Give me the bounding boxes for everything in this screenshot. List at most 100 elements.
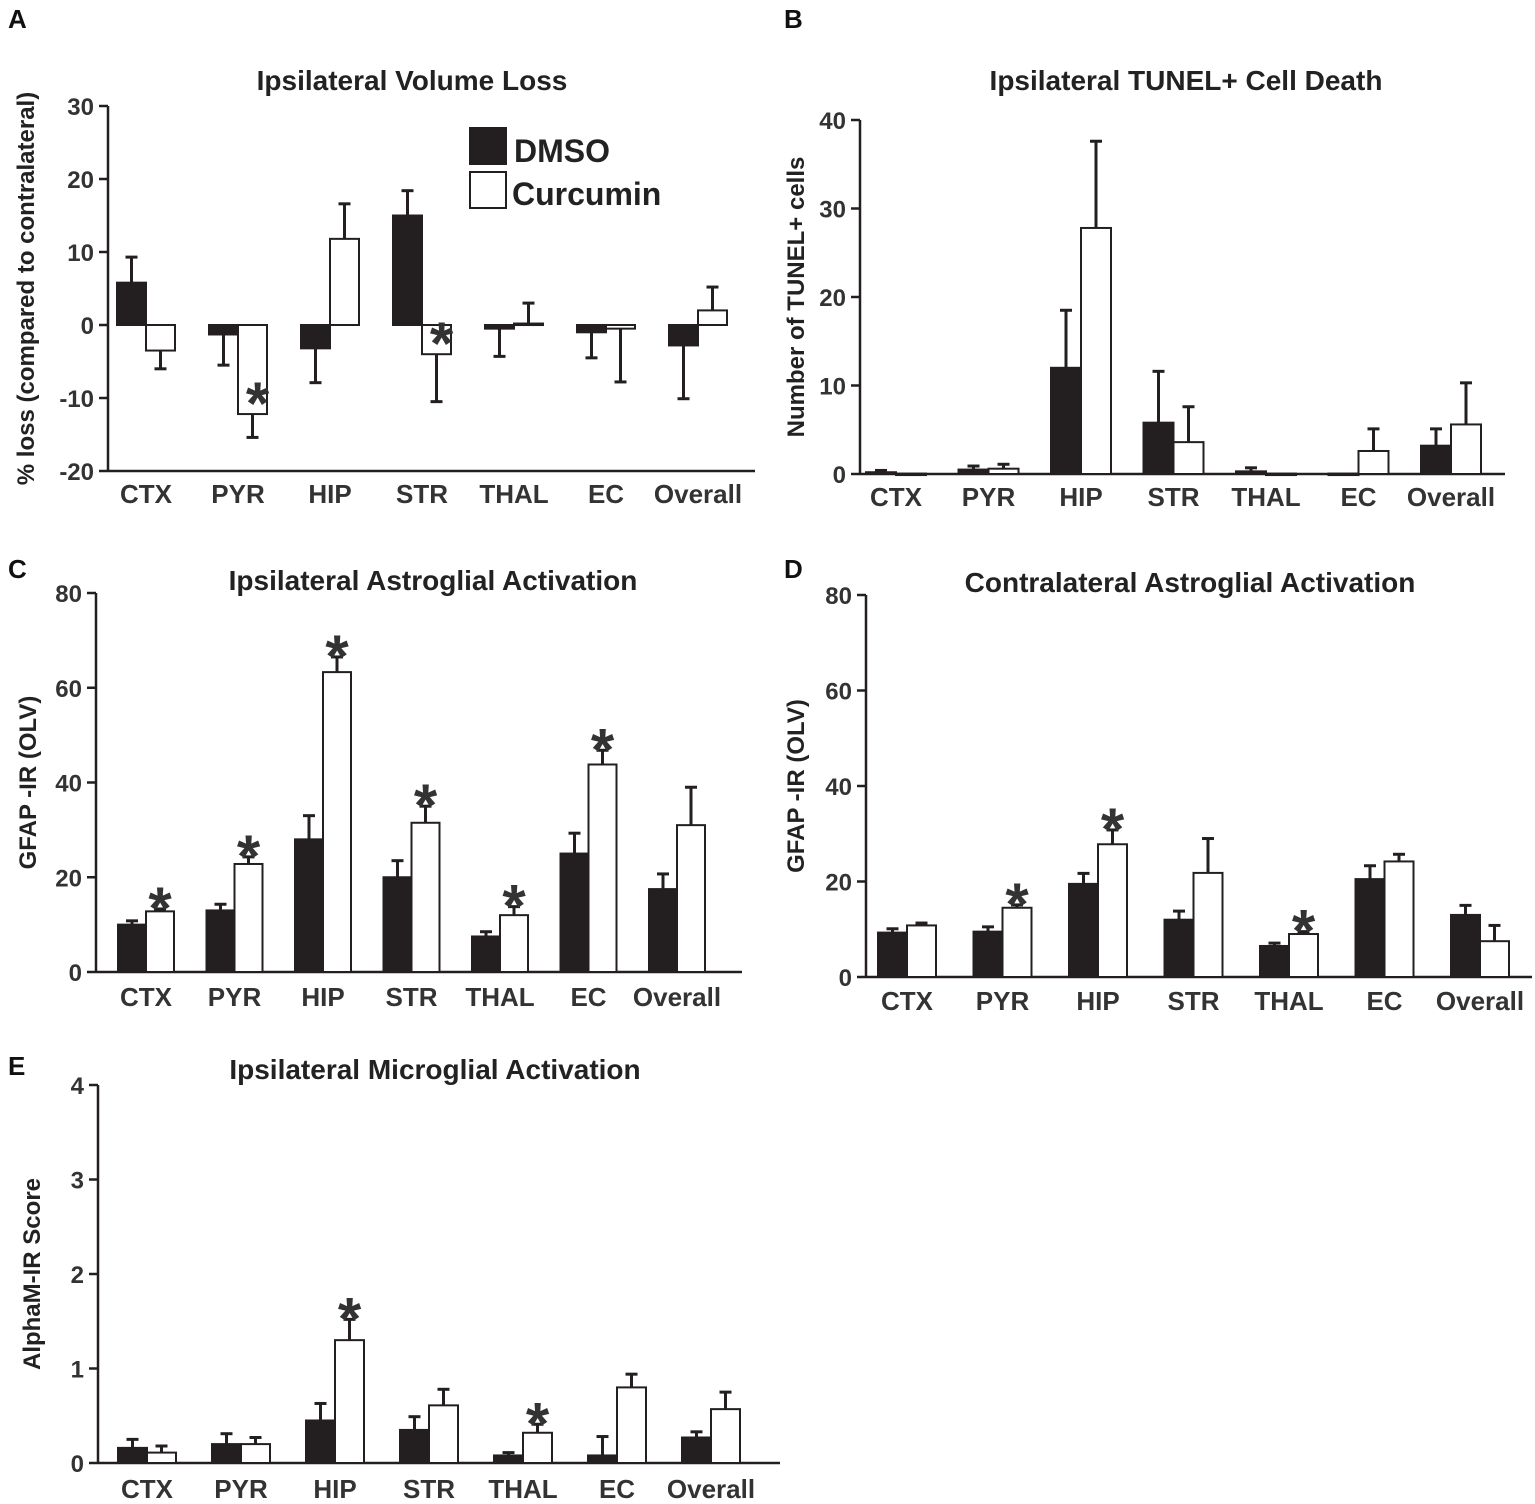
panel-d: D Contralateral Astroglial Activation GFAP… (783, 554, 1532, 1016)
category-label: PYR (211, 479, 265, 509)
dmso-bar (1354, 878, 1386, 978)
dmso-bar (493, 1454, 524, 1464)
y-tick-label: 0 (833, 462, 846, 489)
category-label: EC (599, 1474, 635, 1504)
category-label: STR (1148, 482, 1200, 512)
dmso-bar (1068, 882, 1099, 979)
curcumin-bar (710, 1408, 741, 1465)
significance-star: * (591, 716, 615, 783)
category-label: STR (1168, 986, 1220, 1016)
dmso-bar (294, 838, 324, 973)
category-label: THAL (465, 982, 534, 1012)
y-tick-label: 1 (71, 1357, 84, 1384)
category-label: Overall (654, 479, 742, 509)
y-tick-label: 2 (71, 1262, 84, 1289)
significance-star: * (325, 623, 349, 690)
dmso-bar (1450, 913, 1481, 978)
curcumin-bar (587, 763, 618, 973)
legend-dmso-label: DMSO (514, 133, 610, 169)
dmso-bar (205, 909, 236, 973)
category-label: PYR (962, 482, 1016, 512)
significance-star: * (526, 1390, 550, 1457)
dmso-bar (1420, 444, 1452, 475)
dmso-bar (1163, 918, 1195, 979)
dmso-bar (117, 923, 147, 973)
y-axis-label: GFAP -IR (OLV) (783, 699, 810, 873)
panel-letter: B (784, 4, 803, 34)
y-tick-label: 60 (825, 679, 852, 706)
y-tick-label: 80 (825, 583, 852, 610)
curcumin-bar (1265, 472, 1297, 477)
significance-star: * (148, 875, 172, 942)
category-label: EC (1340, 482, 1376, 512)
category-label: Overall (1407, 482, 1495, 512)
significance-star: * (246, 370, 270, 437)
y-tick-label: 30 (67, 94, 94, 121)
dmso-bar (117, 1446, 148, 1465)
curcumin-bar (676, 824, 706, 974)
curcumin-bar (1288, 933, 1319, 979)
curcumin-bar (145, 324, 176, 352)
dmso-bar (1259, 944, 1290, 979)
y-tick-label: 20 (67, 167, 94, 194)
legend-dmso-swatch (469, 127, 507, 165)
category-label: HIP (1076, 986, 1119, 1016)
curcumin-bar (1097, 843, 1128, 978)
category-label: CTX (121, 1474, 174, 1504)
curcumin-bar (499, 914, 529, 974)
y-tick-label: 80 (55, 581, 82, 608)
y-tick-label: 0 (839, 965, 852, 992)
category-label: CTX (881, 986, 934, 1016)
category-label: HIP (301, 982, 344, 1012)
dmso-bar (576, 324, 607, 334)
dmso-bar (208, 324, 239, 336)
curcumin-bar (1479, 940, 1510, 978)
y-tick-label: 20 (825, 870, 852, 897)
panel-b: B Ipsilateral TUNEL+ Cell Death Number of … (783, 4, 1505, 512)
curcumin-bar (329, 237, 360, 326)
panel-letter: D (784, 554, 803, 584)
dmso-bar (681, 1436, 712, 1464)
curcumin-bar (616, 1386, 647, 1465)
category-label: EC (570, 982, 606, 1012)
category-label: CTX (120, 982, 173, 1012)
chart-title: Ipsilateral Astroglial Activation (229, 565, 638, 596)
dmso-bar (116, 281, 147, 327)
y-axis-label: AlphaM-IR Score (19, 1178, 46, 1370)
significance-star: * (414, 772, 438, 839)
curcumin-bar (145, 910, 175, 973)
significance-star: * (1101, 796, 1125, 863)
curcumin-bar (146, 1451, 177, 1464)
curcumin-bar (428, 1404, 459, 1464)
dmso-bar (484, 324, 515, 330)
legend-curcumin-swatch (469, 171, 507, 209)
dmso-bar (305, 1419, 336, 1464)
category-label: PYR (208, 982, 262, 1012)
y-tick-label: 10 (67, 240, 94, 267)
curcumin-bar (410, 821, 441, 973)
dmso-bar (382, 876, 413, 973)
category-label: STR (403, 1474, 455, 1504)
y-axis-label: % loss (compared to contralateral) (13, 92, 40, 485)
category-label: HIP (313, 1474, 356, 1504)
category-label: PYR (976, 986, 1030, 1016)
dmso-bar (392, 214, 423, 326)
category-label: Overall (1436, 986, 1524, 1016)
curcumin-bar (522, 1431, 553, 1465)
y-tick-label: 10 (819, 374, 846, 401)
panel-letter: E (8, 1051, 25, 1081)
y-tick-label: 0 (69, 960, 82, 987)
panel-e: E Ipsilateral Microglial Activation AlphaM… (8, 1051, 780, 1504)
category-label: PYR (214, 1474, 268, 1504)
chart-title: Ipsilateral TUNEL+ Cell Death (990, 65, 1383, 96)
category-label: THAL (488, 1474, 557, 1504)
y-tick-label: 4 (71, 1073, 85, 1100)
category-label: CTX (870, 482, 923, 512)
category-label: EC (1366, 986, 1402, 1016)
dmso-bar (972, 930, 1004, 979)
y-tick-label: -20 (59, 459, 94, 486)
y-tick-label: 40 (55, 771, 82, 798)
dmso-bar (399, 1428, 430, 1465)
dmso-bar (300, 324, 331, 350)
panel-letter: A (8, 4, 27, 34)
